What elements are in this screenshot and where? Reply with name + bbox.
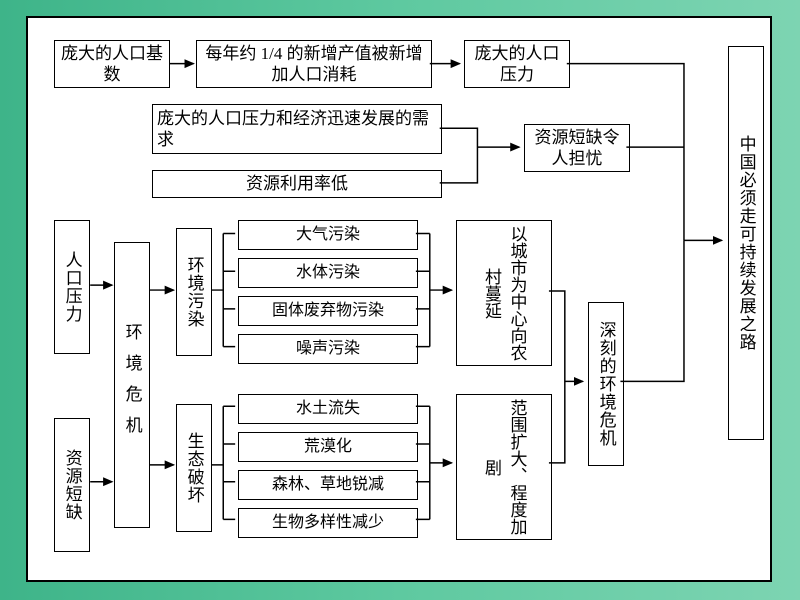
label: 噪声污染: [296, 339, 360, 359]
node-pop-base: 庞大的人口基数: [54, 40, 170, 88]
node-env-crisis-v: 环境危机: [114, 242, 150, 528]
node-urban-spread: 以城市为中心向农村蔓延: [456, 220, 552, 366]
label: 水土流失: [296, 399, 360, 419]
node-scope-worsen: 范围扩大、程度加剧: [456, 394, 552, 540]
label: 环境危机: [121, 323, 142, 447]
node-biodiversity: 生物多样性减少: [238, 508, 418, 538]
node-solid-waste: 固体废弃物污染: [238, 296, 418, 326]
label: 生态破坏: [183, 432, 204, 504]
label: 深刻的环境危机: [595, 321, 616, 447]
label: 以城市为中心向农村蔓延: [479, 223, 530, 363]
label: 环境污染: [183, 256, 204, 328]
node-water-pollution: 水体污染: [238, 258, 418, 288]
node-soil-erosion: 水土流失: [238, 394, 418, 424]
node-eco-damage-v: 生态破坏: [176, 404, 212, 532]
label: 资源短缺令人担忧: [529, 127, 625, 170]
label: 固体废弃物污染: [272, 301, 384, 321]
node-demand: 庞大的人口压力和经济迅速发展的需求: [152, 104, 442, 154]
node-noise-pollution: 噪声污染: [238, 334, 418, 364]
label: 生物多样性减少: [272, 513, 384, 533]
node-env-pollution-v: 环境污染: [176, 228, 212, 356]
node-forest-decline: 森林、草地锐减: [238, 470, 418, 500]
label: 每年约 1/4 的新增产值被新增加人口消耗: [201, 43, 427, 86]
node-deep-crisis: 深刻的环境危机: [588, 302, 624, 466]
node-pop-pressure-v: 人口压力: [54, 220, 90, 354]
label: 大气污染: [296, 225, 360, 245]
label: 庞大的人口压力和经济迅速发展的需求: [157, 108, 437, 151]
node-low-util: 资源利用率低: [152, 170, 442, 198]
node-final: 中国必须走可持续发展之路: [728, 46, 764, 440]
label: 人口压力: [61, 251, 82, 323]
node-new-output: 每年约 1/4 的新增产值被新增加人口消耗: [196, 40, 432, 88]
node-resource-short-v: 资源短缺: [54, 418, 90, 552]
node-desertification: 荒漠化: [238, 432, 418, 462]
node-shortage-worry: 资源短缺令人担忧: [524, 124, 630, 172]
label: 资源利用率低: [246, 173, 348, 194]
node-pop-pressure: 庞大的人口压力: [464, 40, 570, 88]
diagram-frame: 庞大的人口基数 每年约 1/4 的新增产值被新增加人口消耗 庞大的人口压力 庞大…: [26, 16, 772, 582]
label: 庞大的人口基数: [59, 43, 165, 86]
label: 庞大的人口压力: [469, 43, 565, 86]
label: 资源短缺: [61, 449, 82, 521]
label: 森林、草地锐减: [272, 475, 384, 495]
label: 中国必须走可持续发展之路: [735, 135, 756, 351]
label: 范围扩大、程度加剧: [479, 397, 530, 537]
label: 荒漠化: [304, 437, 352, 457]
label: 水体污染: [296, 263, 360, 283]
node-air-pollution: 大气污染: [238, 220, 418, 250]
